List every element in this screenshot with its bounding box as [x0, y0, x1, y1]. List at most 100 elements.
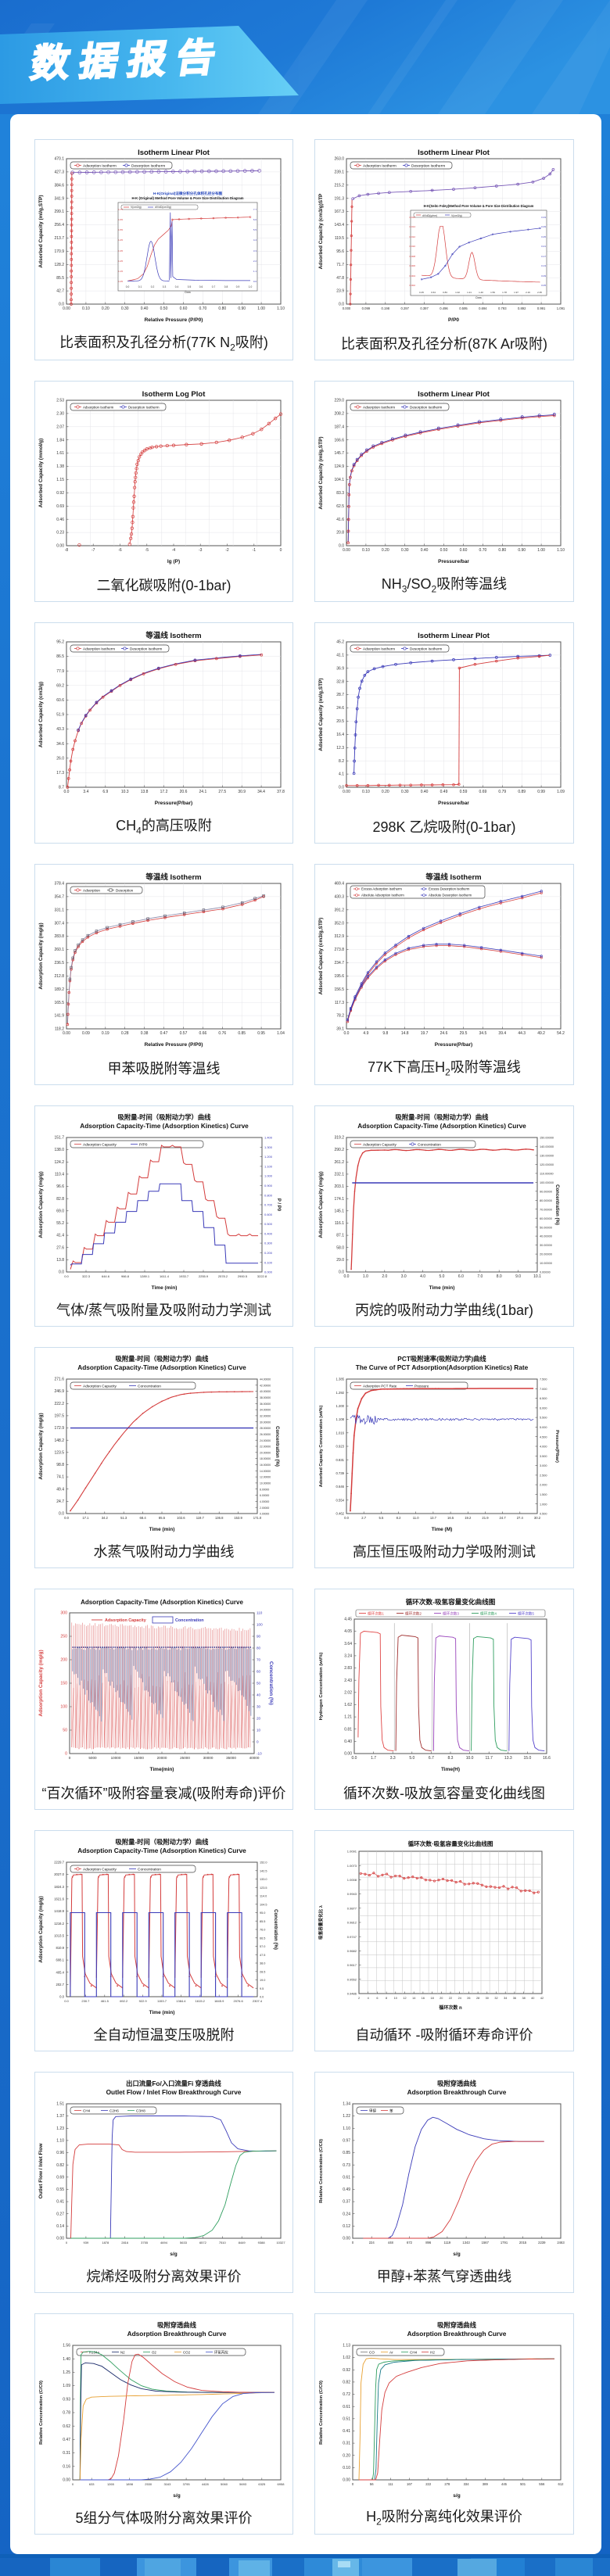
svg-text:20.00000: 20.00000 [260, 1451, 271, 1454]
svg-text:Concentration: Concentration [138, 1384, 161, 1388]
svg-text:213.7: 213.7 [54, 236, 64, 241]
svg-text:0.00: 0.00 [56, 2237, 64, 2241]
svg-text:8.0: 8.0 [497, 1274, 502, 1279]
svg-text:0.900: 0.900 [264, 1184, 273, 1188]
svg-text:5000: 5000 [88, 1756, 97, 1760]
svg-text:145.1: 145.1 [334, 1209, 344, 1213]
svg-text:1845.9: 1845.9 [214, 1999, 224, 2003]
svg-text:Desorption: Desorption [116, 888, 134, 892]
svg-text:51.9: 51.9 [56, 713, 64, 718]
svg-text:41.1: 41.1 [336, 654, 344, 658]
svg-text:4.1: 4.1 [339, 772, 344, 777]
svg-text:Adsorption Isotherm: Adsorption Isotherm [83, 647, 115, 650]
svg-text:The Curve of PCT Adsorption(Ad: The Curve of PCT Adsorption(Adsorption K… [356, 1363, 529, 1371]
svg-text:吸附量-时间（吸附动力学）曲线: 吸附量-时间（吸附动力学）曲线 [118, 1113, 212, 1121]
svg-text:96.6: 96.6 [56, 1184, 64, 1189]
svg-text:100: 100 [60, 1705, 67, 1710]
svg-text:0.8: 0.8 [224, 285, 228, 288]
svg-text:0.69: 0.69 [479, 790, 487, 794]
svg-text:1.59: 1.59 [490, 291, 495, 294]
svg-text:0.0: 0.0 [344, 1274, 350, 1279]
svg-text:Isotherm Linear Plot: Isotherm Linear Plot [418, 390, 490, 399]
svg-text:41.4: 41.4 [56, 1234, 64, 1238]
svg-text:24.6: 24.6 [336, 706, 344, 711]
svg-text:130.00000: 130.00000 [540, 1155, 554, 1158]
svg-text:0.80: 0.80 [498, 548, 506, 553]
svg-text:0.0: 0.0 [339, 1270, 344, 1275]
svg-text:Adsorption Breakthrough Curve: Adsorption Breakthrough Curve [127, 2330, 227, 2338]
svg-text:232.1: 232.1 [334, 1173, 344, 1177]
svg-text:1265: 1265 [107, 2482, 115, 2486]
svg-text:2530: 2530 [145, 2482, 152, 2486]
svg-text:1418.9: 1418.9 [54, 1909, 64, 1913]
svg-text:12: 12 [403, 1997, 406, 2000]
svg-text:20: 20 [440, 1997, 443, 2000]
svg-text:4.9: 4.9 [363, 1031, 368, 1036]
svg-text:0.31: 0.31 [343, 2442, 350, 2446]
svg-text:0.0: 0.0 [59, 1270, 64, 1275]
svg-text:Adsorption Breakthrough Curve: Adsorption Breakthrough Curve [407, 2088, 507, 2096]
svg-text:165.5: 165.5 [54, 1001, 64, 1005]
svg-text:118.2: 118.2 [55, 1027, 64, 1032]
svg-text:-1: -1 [253, 548, 257, 553]
svg-text:lg (P): lg (P) [167, 559, 180, 564]
svg-text:1.0073: 1.0073 [347, 1864, 357, 1868]
svg-text:dV/dD(g/nm): dV/dD(g/nm) [422, 214, 437, 217]
svg-text:0.892: 0.892 [518, 306, 526, 310]
svg-text:95.6: 95.6 [336, 249, 344, 254]
svg-text:0.16: 0.16 [63, 2464, 70, 2469]
svg-text:87.1: 87.1 [336, 1234, 344, 1238]
svg-text:0.28: 0.28 [121, 1031, 129, 1036]
svg-text:0.397: 0.397 [420, 306, 429, 310]
svg-text:1.15: 1.15 [118, 270, 123, 273]
svg-text:Concentration: Concentration [138, 1867, 161, 1872]
svg-text:Adsorbed Capacity (mmol/g): Adsorbed Capacity (mmol/g) [38, 439, 44, 507]
svg-text:11.7: 11.7 [486, 1756, 493, 1761]
svg-text:470.1: 470.1 [54, 157, 64, 162]
svg-text:49.4: 49.4 [56, 1487, 64, 1492]
svg-text:1289.1: 1289.1 [140, 1274, 150, 1278]
svg-text:1621.6: 1621.6 [54, 1897, 64, 1901]
svg-text:环氧丙烷: 环氧丙烷 [214, 2349, 228, 2355]
svg-text:0.595: 0.595 [459, 306, 468, 310]
svg-text:36.00000: 36.00000 [260, 1403, 271, 1406]
svg-text:1.55: 1.55 [118, 228, 123, 231]
svg-text:Excess Desorption Isotherm: Excess Desorption Isotherm [429, 887, 470, 891]
svg-text:114.0: 114.0 [260, 1895, 267, 1898]
svg-text:N2: N2 [120, 2350, 125, 2354]
svg-text:1.7: 1.7 [371, 1756, 376, 1761]
svg-text:148.2: 148.2 [54, 1438, 64, 1443]
svg-text:0.41: 0.41 [56, 2200, 64, 2205]
svg-text:Adsorption Capacity (mg/g): Adsorption Capacity (mg/g) [38, 923, 44, 989]
svg-text:2.30: 2.30 [56, 412, 64, 417]
svg-text:0.60: 0.60 [460, 548, 468, 553]
svg-text:203.1: 203.1 [334, 1184, 344, 1189]
svg-text:Relative Pressure (P/P0): Relative Pressure (P/P0) [145, 1042, 203, 1048]
svg-text:0.90: 0.90 [238, 306, 246, 311]
svg-text:1.200: 1.200 [336, 1404, 345, 1408]
svg-text:224: 224 [369, 2241, 375, 2245]
svg-text:9.5: 9.5 [260, 1987, 264, 1990]
svg-text:16.5: 16.5 [447, 1516, 454, 1520]
svg-text:1.84: 1.84 [56, 438, 64, 442]
svg-text:Time (min): Time (min) [429, 1285, 455, 1291]
svg-text:273.8: 273.8 [334, 948, 344, 952]
svg-text:0.79: 0.79 [498, 790, 506, 794]
svg-text:1.00: 1.00 [537, 548, 545, 553]
svg-text:9388: 9388 [258, 2241, 266, 2245]
svg-text:42: 42 [540, 1997, 544, 2000]
svg-text:Time(min): Time(min) [150, 1767, 174, 1772]
svg-text:189.2: 189.2 [54, 987, 64, 992]
svg-text:Pressure/bar: Pressure/bar [438, 559, 469, 564]
svg-text:250: 250 [60, 1635, 67, 1639]
svg-text:17.1: 17.1 [82, 1516, 89, 1520]
svg-text:24.7: 24.7 [56, 1499, 64, 1504]
svg-text:Adsorption Isotherm: Adsorption Isotherm [83, 405, 114, 409]
svg-text:Pressure(P/bar): Pressure(P/bar) [554, 1430, 559, 1463]
svg-text:123.5: 123.5 [260, 1886, 267, 1890]
svg-text:26: 26 [467, 1997, 470, 2000]
svg-text:27.6: 27.6 [56, 1245, 64, 1250]
svg-text:119.7: 119.7 [196, 1516, 205, 1520]
svg-text:44.00000: 44.00000 [260, 1378, 271, 1381]
svg-text:1.21: 1.21 [467, 291, 472, 294]
